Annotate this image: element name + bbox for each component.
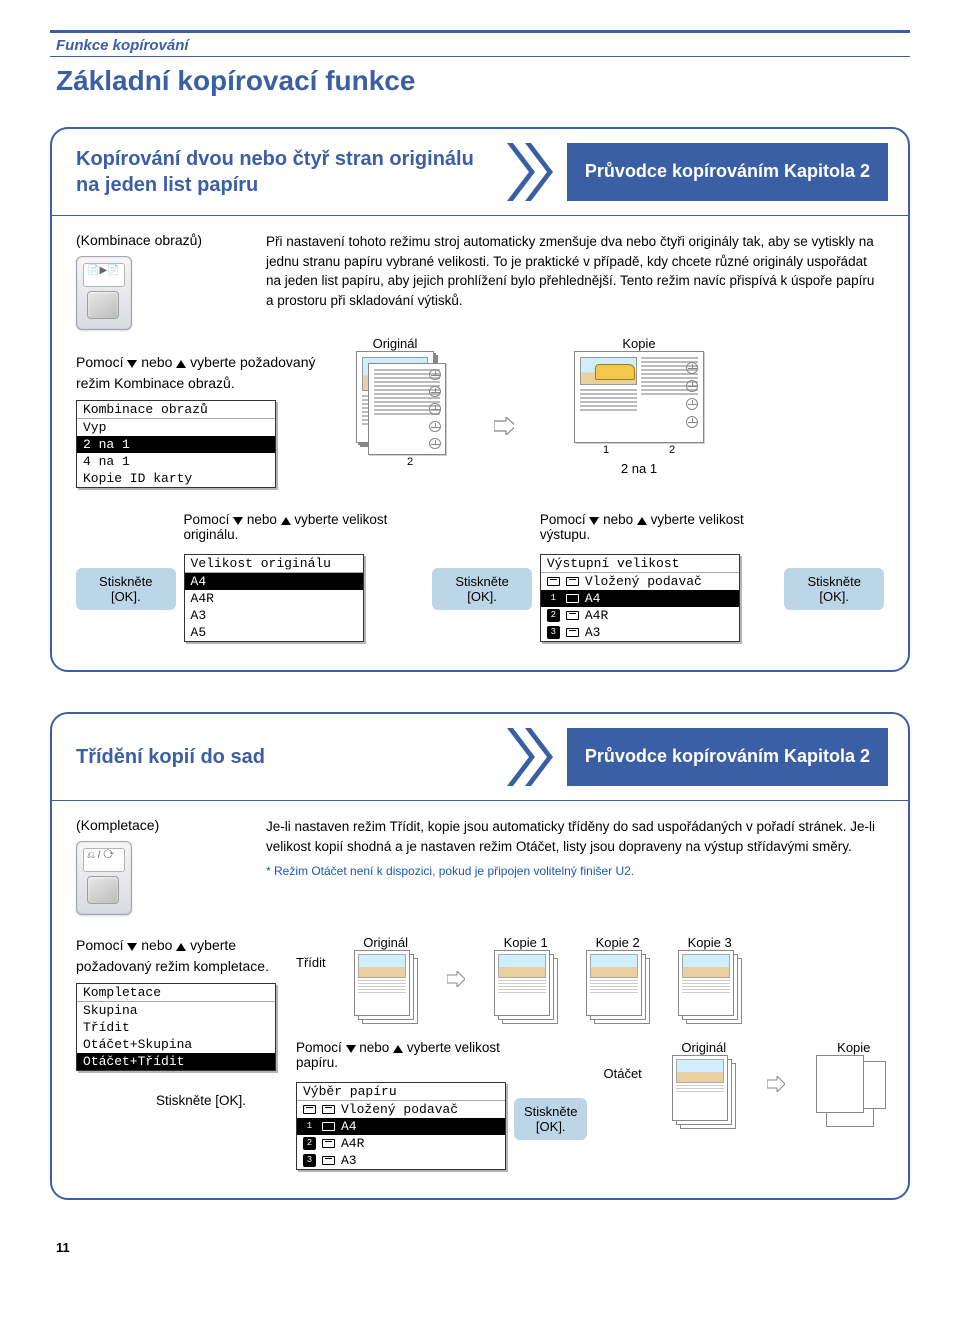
press-ok-3: Stiskněte [OK]. <box>784 568 884 610</box>
panel1-chevron-icon <box>507 143 553 201</box>
arrow-right-icon <box>446 969 466 989</box>
panel-combine: Kopírování dvou nebo čtyř stran originál… <box>50 127 910 672</box>
list-item: Třídit <box>77 1019 275 1036</box>
arrow-right-icon <box>766 1074 786 1094</box>
panel1-guide-badge: Průvodce kopírováním Kapitola 2 <box>567 143 888 201</box>
panel1-title-row: Kopírování dvou nebo čtyř stran originál… <box>52 129 908 215</box>
printer-button-icon: ⎌ / ⟳ <box>76 841 132 915</box>
press-ok-5: Stiskněte [OK]. <box>514 1098 587 1140</box>
list-item: Skupina <box>77 1002 275 1019</box>
copy-page-icon: 1 2 <box>574 351 704 443</box>
page-number: 11 <box>56 1240 910 1255</box>
panel2-intro: Je-li nastaven režim Třídit, kopie jsou … <box>266 817 884 856</box>
fig-caption: Originál <box>363 935 408 950</box>
breadcrumb: Funkce kopírování <box>56 37 910 54</box>
list-item: 1 A4 <box>541 590 739 607</box>
lcd-original-size: Velikost originálu A4 A4R A3 A5 <box>184 554 364 642</box>
rotate-label: Otáčet <box>603 1066 641 1081</box>
lcd-title: Kompletace <box>77 984 275 1002</box>
p2-step2-text: Pomocí nebo vyberte velikost papíru. <box>296 1040 506 1070</box>
panel2-sublabel: (Kompletace) <box>76 817 246 833</box>
original-page-2-icon: 2 <box>368 363 446 455</box>
original-stack-icon <box>354 950 418 1022</box>
breadcrumb-label: Funkce kopírování <box>56 37 189 54</box>
fig-caption: Kopie 2 <box>596 935 640 950</box>
list-item: 3 A3 <box>297 1152 505 1169</box>
arrow-up-icon <box>176 360 186 368</box>
panel2-note: * Režim Otáčet není k dispozici, pokud j… <box>266 864 884 878</box>
list-item: Vyp <box>77 419 275 436</box>
list-item: A4R <box>185 590 363 607</box>
header-rule-thin <box>50 56 910 57</box>
copy-stack-icon <box>586 950 650 1022</box>
header-rule-thick <box>50 30 910 33</box>
lcd-paper-size: Výběr papíru Vložený podavač 1 A4 2 A4R … <box>296 1082 506 1170</box>
lcd-combine-mode: Kombinace obrazů Vyp 2 na 1 4 na 1 Kopie… <box>76 400 276 488</box>
fig-caption: Kopie <box>837 1040 870 1055</box>
list-item: 2 A4R <box>541 607 739 624</box>
panel1-intro: Při nastavení tohoto režimu stroj automa… <box>266 232 884 330</box>
panel-collate: Třídění kopií do sad Průvodce kopírování… <box>50 712 910 1200</box>
press-ok-4: Stiskněte [OK]. <box>76 1093 276 1108</box>
fig-caption: Originál <box>681 1040 726 1055</box>
panel2-title: Třídění kopií do sad <box>76 728 493 786</box>
list-item: Kopie ID karty <box>77 470 275 487</box>
lcd-title: Výběr papíru <box>297 1083 505 1101</box>
list-item: 3 A3 <box>541 624 739 641</box>
lcd-output-size: Výstupní velikost Vložený podavač 1 A4 2… <box>540 554 740 642</box>
list-item: A4 <box>185 573 363 590</box>
page-title: Základní kopírovací funkce <box>56 65 910 97</box>
lcd-title: Velikost originálu <box>185 555 363 573</box>
list-item: 2 A4R <box>297 1135 505 1152</box>
list-item: Otáčet+Skupina <box>77 1036 275 1053</box>
panel1-title: Kopírování dvou nebo čtyř stran originál… <box>76 143 493 201</box>
list-item: Vložený podavač <box>541 573 739 590</box>
list-item: A3 <box>185 607 363 624</box>
list-item: Vložený podavač <box>297 1101 505 1118</box>
panel1-instructions: Pomocí nebo vyberte požadovaný režim Kom… <box>76 352 336 394</box>
fig-copy-caption: Kopie <box>622 336 655 351</box>
fig-caption: Kopie 1 <box>504 935 548 950</box>
list-item: 1 A4 <box>297 1118 505 1135</box>
step3-text: Pomocí nebo vyberte velikost výstupu. <box>540 512 777 542</box>
list-item: 2 na 1 <box>77 436 275 453</box>
press-ok-1: Stiskněte [OK]. <box>76 568 176 610</box>
list-item: 4 na 1 <box>77 453 275 470</box>
rotate-original-icon <box>672 1055 736 1127</box>
copy-stack-icon <box>494 950 558 1022</box>
step2-text: Pomocí nebo vyberte velikost originálu. <box>184 512 425 542</box>
sort-label: Třídit <box>296 955 326 970</box>
press-ok-2: Stiskněte [OK]. <box>432 568 532 610</box>
panel1-sublabel: (Kombinace obrazů) <box>76 232 246 248</box>
copy-stack-icon <box>678 950 742 1022</box>
lcd-collate-mode: Kompletace Skupina Třídit Otáčet+Skupina… <box>76 983 276 1071</box>
list-item: Otáčet+Třídit <box>77 1053 275 1070</box>
rotate-copy-icon <box>816 1055 892 1115</box>
panel2-chevron-icon <box>507 728 553 786</box>
arrow-right-icon <box>494 416 514 436</box>
printer-button-icon: 📄▶📄 <box>76 256 132 330</box>
panel2-guide-badge: Průvodce kopírováním Kapitola 2 <box>567 728 888 786</box>
panel2-instructions: Pomocí nebo vyberte požadovaný režim kom… <box>76 935 276 977</box>
lcd-title: Kombinace obrazů <box>77 401 275 419</box>
fig-mode-caption: 2 na 1 <box>621 461 657 476</box>
fig-caption: Kopie 3 <box>688 935 732 950</box>
list-item: A5 <box>185 624 363 641</box>
lcd-title: Výstupní velikost <box>541 555 739 573</box>
fig-original-caption: Originál <box>373 336 418 351</box>
arrow-down-icon <box>127 360 137 368</box>
